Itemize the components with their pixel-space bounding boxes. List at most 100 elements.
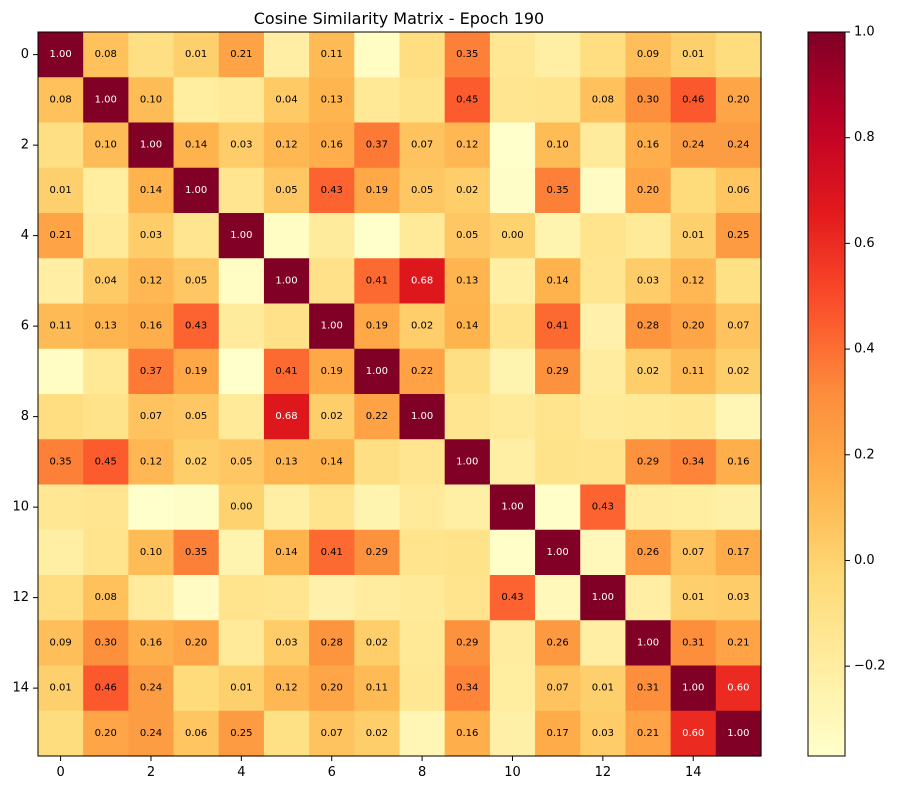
y-tick-label: 4 [21,228,29,243]
heatmap-cell [354,710,401,757]
heatmap-cell [38,77,84,124]
heatmap-cell [309,32,355,78]
heatmap-cell [580,620,627,667]
cell-value-label: 0.41 [321,547,343,558]
cell-value-label: 0.26 [637,547,659,558]
cell-value-label: 0.01 [592,683,614,694]
x-tick-label: 0 [56,765,64,780]
heatmap-cell [535,213,581,259]
heatmap-cell [128,213,175,259]
cell-value-label: 1.00 [321,321,343,332]
cell-value-label: 0.05 [411,185,433,196]
cell-value-label: 0.31 [637,683,659,694]
cell-value-label: 0.35 [49,456,71,467]
x-axis-ticks: 0 2 4 6 8 10 12 14 [56,756,701,780]
cell-value-label: 0.09 [637,49,659,60]
heatmap-cell [399,529,446,576]
heatmap-cell [263,348,310,395]
y-tick-label: 14 [12,681,29,696]
heatmap-cell [218,394,265,440]
heatmap-cell [83,484,129,531]
cell-value-label: 0.05 [185,411,207,422]
heatmap-cell [218,575,265,621]
heatmap-cell [309,710,355,757]
cell-value-label: 0.41 [366,275,388,286]
heatmap-cell [354,32,401,78]
cell-value-label: 1.00 [140,140,162,151]
heatmap-cell [625,439,672,486]
heatmap-cell [309,575,355,621]
cell-value-label: 0.06 [727,185,749,196]
heatmap-cell [173,439,220,486]
heatmap-cell [354,213,401,259]
cell-value-label: 0.24 [140,728,162,739]
heatmap-cell [489,213,536,259]
heatmap-cell [399,77,446,124]
heatmap-cell [128,167,175,214]
heatmap-cell [670,213,717,259]
cell-value-label: 0.13 [321,94,343,105]
heatmap-cell [444,529,491,576]
heatmap-cell [670,77,717,124]
cell-value-label: 1.00 [275,275,297,286]
cell-value-label: 0.01 [682,230,704,241]
cell-value-label: 0.03 [275,637,297,648]
cell-value-label: 0.14 [547,275,569,286]
colorbar-tick-label: 1.0 [854,25,875,40]
heatmap-cell [489,665,536,712]
y-tick-label: 12 [12,590,29,605]
heatmap-cell [173,575,220,621]
colorbar-ticks: 1.0 0.8 0.6 0.4 0.2 0.0 −0.2 [845,25,886,674]
heatmap-cell [128,348,175,395]
cell-value-label: 0.28 [637,321,659,332]
heatmap-cell [625,620,672,667]
chart-title: Cosine Similarity Matrix - Epoch 190 [254,9,544,28]
heatmap-cell [580,665,627,712]
heatmap-cell [670,665,717,712]
heatmap-cell [670,122,717,169]
heatmap-cell [489,439,536,486]
y-tick-label: 10 [12,500,29,515]
colorbar-frame [807,31,846,757]
heatmap-cell [173,258,220,305]
cell-value-label: 0.20 [95,728,117,739]
heatmap-cell [128,258,175,305]
heatmap-cell [38,32,84,78]
heatmap-cell [173,484,220,531]
heatmap-cell [715,529,762,576]
heatmap-cell [38,439,84,486]
heatmap-cell [218,484,265,531]
heatmap-cell [670,258,717,305]
cell-value-label: 1.00 [501,502,523,513]
heatmap-cell [173,77,220,124]
heatmap-cell [444,575,491,621]
heatmap-cell [263,32,310,78]
heatmap-cell [128,529,175,576]
heatmap-cell [535,529,581,576]
cell-value-label: 0.25 [727,230,749,241]
cell-value-label: 0.34 [682,456,704,467]
heatmap-cell [218,122,265,169]
cell-value-label: 1.00 [682,683,704,694]
heatmap-cell [625,665,672,712]
cell-value-label: 0.02 [185,456,207,467]
cell-value-label: 0.21 [727,637,749,648]
cell-value-label: 0.30 [637,94,659,105]
cell-value-label: 0.10 [140,547,162,558]
heatmap-cell [354,348,401,395]
cell-value-label: 0.09 [49,637,71,648]
heatmap-cell [489,77,536,124]
cell-value-label: 0.04 [275,94,297,105]
heatmap-cell [580,484,627,531]
heatmap-cell [354,167,401,214]
heatmap-cell [670,394,717,440]
heatmap-cell [38,213,84,259]
cell-value-label: 0.60 [682,728,704,739]
heatmap-cell [444,484,491,531]
heatmap-cell [670,575,717,621]
cell-value-label: 0.20 [682,321,704,332]
heatmap-cell [535,439,581,486]
cell-value-label: 0.14 [185,140,207,151]
heatmap-cell [173,303,220,350]
